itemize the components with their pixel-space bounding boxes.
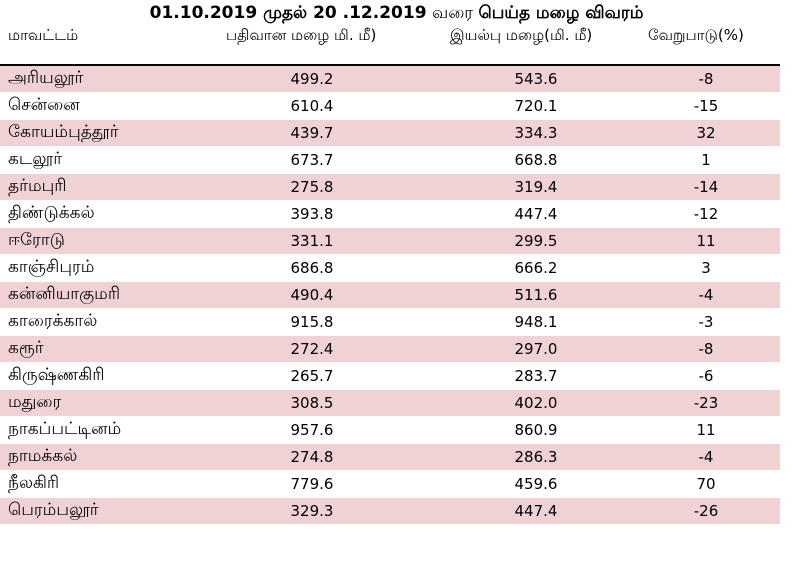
district-cell: காரைக்கால் [0, 308, 218, 336]
header-normal-rainfall: இயல்பு மழை(மி. மீ) [442, 26, 640, 66]
district-cell: நாகப்பட்டினம் [0, 416, 218, 444]
district-cell: திண்டுக்கல் [0, 200, 218, 228]
normal-rainfall-cell: 511.6 [442, 281, 640, 309]
table-body: அரியலூர் 499.2 543.6 -8 சென்னை 610.4 720.1 -15 க… [0, 65, 780, 525]
table-header: மாவட்டம் பதிவான மழை மி. மீ) இயல்பு மழை(ம… [0, 26, 780, 66]
difference-cell: 11 [640, 227, 780, 255]
recorded-rainfall-cell: 610.4 [218, 92, 442, 120]
difference-cell: -8 [640, 335, 780, 363]
recorded-rainfall-cell: 779.6 [218, 470, 442, 498]
table-row: கரூர் 272.4 297.0 -8 [0, 335, 780, 363]
recorded-rainfall-cell: 673.7 [218, 146, 442, 174]
normal-rainfall-cell: 860.9 [442, 416, 640, 444]
header-difference: வேறுபாடு(%) [640, 26, 780, 66]
normal-rainfall-cell: 447.4 [442, 200, 640, 228]
header-district: மாவட்டம் [0, 26, 218, 66]
difference-cell: -15 [640, 92, 780, 120]
normal-rainfall-cell: 334.3 [442, 119, 640, 147]
recorded-rainfall-cell: 329.3 [218, 497, 442, 525]
recorded-rainfall-cell: 265.7 [218, 362, 442, 390]
district-cell: நாமக்கல் [0, 443, 218, 471]
normal-rainfall-cell: 668.8 [442, 146, 640, 174]
table-row: நீலகிரி 779.6 459.6 70 [0, 470, 780, 498]
page-title: 01.10.2019 முதல் 20 .12.2019 வரை பெய்த ம… [0, 0, 793, 26]
district-cell: கடலூர் [0, 146, 218, 174]
rainfall-table: மாவட்டம் பதிவான மழை மி. மீ) இயல்பு மழை(ம… [0, 26, 780, 525]
recorded-rainfall-cell: 272.4 [218, 335, 442, 363]
normal-rainfall-cell: 666.2 [442, 254, 640, 282]
difference-cell: -4 [640, 281, 780, 309]
header-recorded-rainfall: பதிவான மழை மி. மீ) [218, 26, 442, 66]
difference-cell: 1 [640, 146, 780, 174]
table-row: சென்னை 610.4 720.1 -15 [0, 92, 780, 120]
table-row: கிருஷ்ணகிரி 265.7 283.7 -6 [0, 362, 780, 390]
normal-rainfall-cell: 299.5 [442, 227, 640, 255]
table-row: நாமக்கல் 274.8 286.3 -4 [0, 443, 780, 471]
table-row: கடலூர் 673.7 668.8 1 [0, 146, 780, 174]
district-cell: கோயம்புத்தூர் [0, 119, 218, 147]
difference-cell: 3 [640, 254, 780, 282]
normal-rainfall-cell: 543.6 [442, 65, 640, 93]
normal-rainfall-cell: 459.6 [442, 470, 640, 498]
difference-cell: -14 [640, 173, 780, 201]
difference-cell: -4 [640, 443, 780, 471]
district-cell: தர்மபுரி [0, 173, 218, 201]
table-row: தர்மபுரி 275.8 319.4 -14 [0, 173, 780, 201]
normal-rainfall-cell: 297.0 [442, 335, 640, 363]
table-row: காஞ்சிபுரம் 686.8 666.2 3 [0, 254, 780, 282]
recorded-rainfall-cell: 308.5 [218, 389, 442, 417]
difference-cell: -23 [640, 389, 780, 417]
district-cell: கன்னியாகுமரி [0, 281, 218, 309]
normal-rainfall-cell: 447.4 [442, 497, 640, 525]
header-row: மாவட்டம் பதிவான மழை மி. மீ) இயல்பு மழை(ம… [0, 26, 780, 66]
recorded-rainfall-cell: 915.8 [218, 308, 442, 336]
district-cell: சென்னை [0, 92, 218, 120]
normal-rainfall-cell: 720.1 [442, 92, 640, 120]
difference-cell: -3 [640, 308, 780, 336]
table-row: கோயம்புத்தூர் 439.7 334.3 32 [0, 119, 780, 147]
normal-rainfall-cell: 948.1 [442, 308, 640, 336]
recorded-rainfall-cell: 490.4 [218, 281, 442, 309]
recorded-rainfall-cell: 499.2 [218, 65, 442, 93]
difference-cell: 70 [640, 470, 780, 498]
normal-rainfall-cell: 286.3 [442, 443, 640, 471]
recorded-rainfall-cell: 957.6 [218, 416, 442, 444]
recorded-rainfall-cell: 686.8 [218, 254, 442, 282]
difference-cell: -8 [640, 65, 780, 93]
table-row: அரியலூர் 499.2 543.6 -8 [0, 65, 780, 93]
district-cell: நீலகிரி [0, 470, 218, 498]
table-row: திண்டுக்கல் 393.8 447.4 -12 [0, 200, 780, 228]
district-cell: அரியலூர் [0, 65, 218, 93]
normal-rainfall-cell: 319.4 [442, 173, 640, 201]
title-connector: வரை [431, 3, 474, 23]
recorded-rainfall-cell: 331.1 [218, 227, 442, 255]
recorded-rainfall-cell: 274.8 [218, 443, 442, 471]
table-row: மதுரை 308.5 402.0 -23 [0, 389, 780, 417]
difference-cell: 11 [640, 416, 780, 444]
difference-cell: -26 [640, 497, 780, 525]
table-row: காரைக்கால் 915.8 948.1 -3 [0, 308, 780, 336]
district-cell: ஈரோடு [0, 227, 218, 255]
difference-cell: -6 [640, 362, 780, 390]
recorded-rainfall-cell: 275.8 [218, 173, 442, 201]
district-cell: பெரம்பலூர் [0, 497, 218, 525]
normal-rainfall-cell: 283.7 [442, 362, 640, 390]
district-cell: கரூர் [0, 335, 218, 363]
difference-cell: 32 [640, 119, 780, 147]
district-cell: காஞ்சிபுரம் [0, 254, 218, 282]
title-subject: பெய்த மழை விவரம் [478, 3, 644, 23]
table-row: நாகப்பட்டினம் 957.6 860.9 11 [0, 416, 780, 444]
recorded-rainfall-cell: 439.7 [218, 119, 442, 147]
table-row: பெரம்பலூர் 329.3 447.4 -26 [0, 497, 780, 525]
district-cell: கிருஷ்ணகிரி [0, 362, 218, 390]
table-row: கன்னியாகுமரி 490.4 511.6 -4 [0, 281, 780, 309]
difference-cell: -12 [640, 200, 780, 228]
district-cell: மதுரை [0, 389, 218, 417]
table-row: ஈரோடு 331.1 299.5 11 [0, 227, 780, 255]
title-dates: 01.10.2019 முதல் 20 .12.2019 [149, 3, 427, 23]
normal-rainfall-cell: 402.0 [442, 389, 640, 417]
recorded-rainfall-cell: 393.8 [218, 200, 442, 228]
